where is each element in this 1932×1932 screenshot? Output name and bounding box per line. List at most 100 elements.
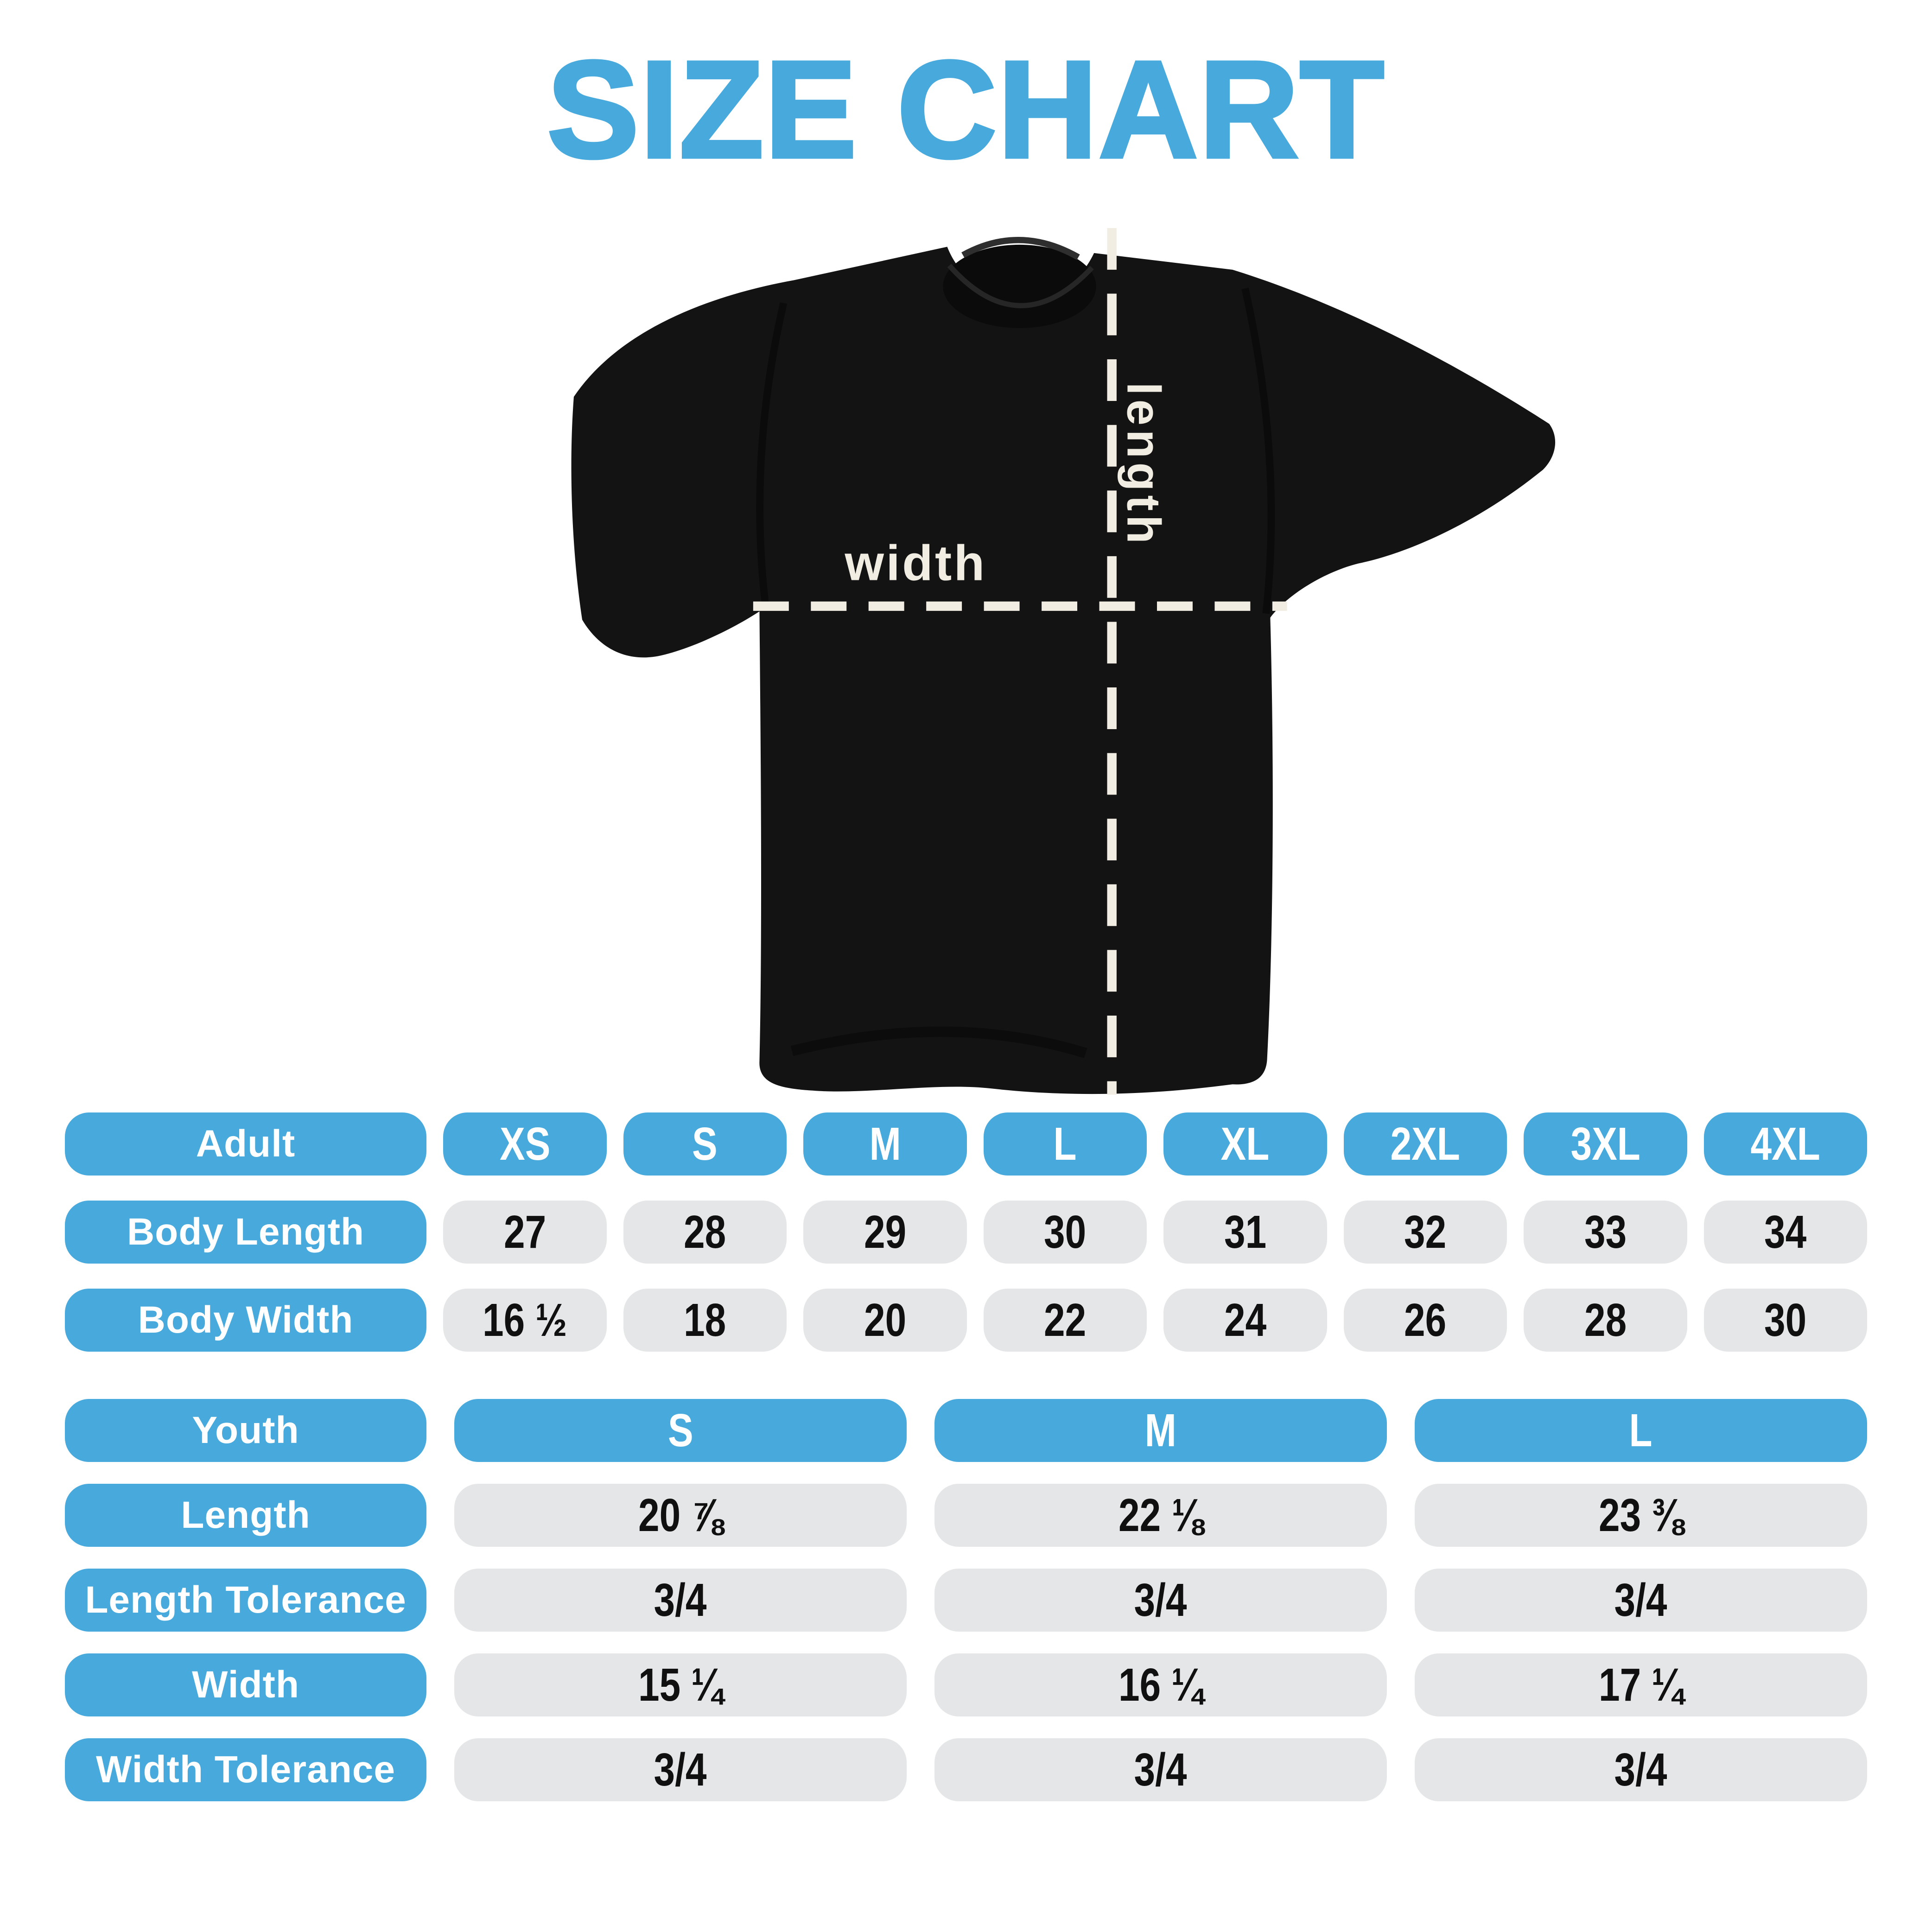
body-length-value-l: 30 — [983, 1201, 1147, 1264]
cell-text: 16 ½ — [483, 1294, 567, 1346]
cell-text: 32 — [1404, 1206, 1447, 1258]
youth-length-value-m: 22 ⅛ — [934, 1484, 1387, 1547]
body-length-value-m: 29 — [803, 1201, 967, 1264]
cell-text: 20 ⅞ — [638, 1489, 723, 1541]
body-length-value-xs: 27 — [443, 1201, 607, 1264]
youth-corner-cell: Youth — [65, 1399, 426, 1462]
youth-length-value-l: 23 ⅜ — [1415, 1484, 1867, 1547]
body-width-value-m: 20 — [803, 1289, 967, 1352]
cell-text: 3/4 — [1134, 1574, 1187, 1626]
cell-text: Body Length — [127, 1211, 365, 1253]
cell-text: 29 — [864, 1206, 906, 1258]
cell-text: Length Tolerance — [85, 1579, 407, 1621]
row-label-width: Width — [65, 1653, 426, 1716]
cell-text: 20 — [864, 1294, 906, 1346]
cell-text: 2XL — [1390, 1118, 1460, 1170]
row-label-body-length: Body Length — [65, 1201, 426, 1264]
adult-size-header-2xl: 2XL — [1343, 1112, 1507, 1176]
cell-text: M — [869, 1118, 901, 1170]
cell-text: Length — [181, 1494, 311, 1536]
youth-width-value-l: 17 ¼ — [1415, 1653, 1867, 1716]
youth-length-tolerance-m: 3/4 — [934, 1569, 1387, 1632]
cell-text: 3/4 — [1614, 1574, 1667, 1626]
adult-size-header-3xl: 3XL — [1524, 1112, 1687, 1176]
cell-text: Width Tolerance — [95, 1748, 395, 1791]
adult-corner-cell: Adult — [65, 1112, 426, 1176]
collar-back — [961, 237, 1080, 260]
cell-text: M — [1144, 1404, 1177, 1456]
adult-size-header-l: L — [983, 1112, 1147, 1176]
youth-width-value-s: 15 ¼ — [454, 1653, 907, 1716]
body-length-value-xl: 31 — [1163, 1201, 1327, 1264]
row-label-width-tolerance: Width Tolerance — [65, 1738, 426, 1801]
body-length-value-3xl: 33 — [1524, 1201, 1687, 1264]
cell-text: 34 — [1764, 1206, 1807, 1258]
cell-text: S — [692, 1118, 718, 1170]
row-label-length: Length — [65, 1484, 426, 1547]
width-label: width — [845, 535, 987, 591]
cell-text: 3/4 — [654, 1574, 707, 1626]
cell-text: 15 ¼ — [638, 1659, 723, 1711]
sleeve-seam-right — [1241, 287, 1275, 614]
cell-text: 3/4 — [1134, 1743, 1187, 1796]
body-width-value-s: 18 — [623, 1289, 787, 1352]
cell-text: 16 ¼ — [1118, 1659, 1203, 1711]
cell-text: 22 — [1044, 1294, 1087, 1346]
cell-text: 28 — [1584, 1294, 1627, 1346]
cell-text: 17 ¼ — [1598, 1659, 1684, 1711]
youth-width-value-m: 16 ¼ — [934, 1653, 1387, 1716]
body-length-value-2xl: 32 — [1343, 1201, 1507, 1264]
cell-text: 24 — [1224, 1294, 1266, 1346]
cell-text: 30 — [1764, 1294, 1807, 1346]
cell-text: 27 — [503, 1206, 546, 1258]
body-width-value-xl: 24 — [1163, 1289, 1327, 1352]
adult-size-header-xl: XL — [1163, 1112, 1327, 1176]
cell-text: 22 ⅛ — [1118, 1489, 1203, 1541]
cell-text: 4XL — [1750, 1118, 1820, 1170]
youth-size-table: Youth S M L Length 20 ⅞ 22 ⅛ 23 ⅜ Length… — [65, 1399, 1867, 1801]
collar — [943, 244, 1096, 328]
youth-length-tolerance-l: 3/4 — [1415, 1569, 1867, 1632]
hem-shadow — [790, 1026, 1087, 1058]
cell-text: 26 — [1404, 1294, 1447, 1346]
cell-text: 3XL — [1570, 1118, 1640, 1170]
cell-text: Body Width — [138, 1299, 354, 1341]
youth-length-tolerance-s: 3/4 — [454, 1569, 907, 1632]
youth-size-header-l: L — [1415, 1399, 1867, 1462]
body-length-value-4xl: 34 — [1703, 1201, 1867, 1264]
cell-text: L — [1629, 1404, 1653, 1456]
youth-width-tolerance-s: 3/4 — [454, 1738, 907, 1801]
adult-size-header-xs: XS — [443, 1112, 607, 1176]
cell-text: 3/4 — [1614, 1743, 1667, 1796]
body-width-value-2xl: 26 — [1343, 1289, 1507, 1352]
cell-text: XL — [1220, 1118, 1270, 1170]
youth-width-tolerance-m: 3/4 — [934, 1738, 1387, 1801]
youth-length-value-s: 20 ⅞ — [454, 1484, 907, 1547]
cell-text: L — [1053, 1118, 1077, 1170]
row-label-body-width: Body Width — [65, 1289, 426, 1352]
cell-text: 33 — [1584, 1206, 1627, 1258]
adult-size-header-s: S — [623, 1112, 787, 1176]
cell-text: 3/4 — [654, 1743, 707, 1796]
tshirt-silhouette — [571, 247, 1556, 1094]
row-label-length-tolerance: Length Tolerance — [65, 1569, 426, 1632]
body-length-value-s: 28 — [623, 1201, 787, 1264]
cell-text: XS — [499, 1118, 550, 1170]
cell-text: 23 ⅜ — [1598, 1489, 1684, 1541]
cell-text: 18 — [684, 1294, 726, 1346]
body-width-value-xs: 16 ½ — [443, 1289, 607, 1352]
adult-size-header-4xl: 4XL — [1703, 1112, 1867, 1176]
length-label: length — [1118, 382, 1170, 548]
cell-text: 30 — [1044, 1206, 1087, 1258]
tshirt-graphic: width length — [571, 228, 1556, 1095]
cell-text: Adult — [196, 1123, 296, 1165]
cell-text: Width — [192, 1664, 299, 1706]
body-width-value-3xl: 28 — [1524, 1289, 1687, 1352]
cell-text: Youth — [192, 1409, 299, 1451]
youth-size-header-s: S — [454, 1399, 907, 1462]
youth-size-header-m: M — [934, 1399, 1387, 1462]
cell-text: 31 — [1224, 1206, 1266, 1258]
page-title: SIZE CHART — [546, 32, 1386, 187]
body-width-value-l: 22 — [983, 1289, 1147, 1352]
cell-text: S — [667, 1404, 693, 1456]
